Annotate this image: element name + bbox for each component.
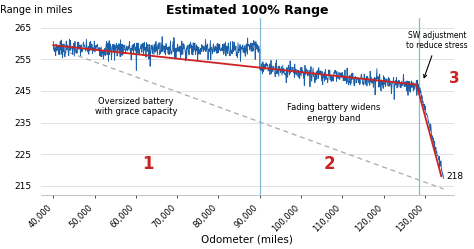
Title: Estimated 100% Range: Estimated 100% Range [166, 4, 328, 17]
X-axis label: Odometer (miles): Odometer (miles) [201, 235, 293, 245]
Text: 2: 2 [324, 155, 336, 173]
Text: SW adjustment
to reduce stress: SW adjustment to reduce stress [406, 31, 468, 78]
Text: Oversized battery
with grace capacity: Oversized battery with grace capacity [95, 97, 177, 117]
Text: 218: 218 [447, 172, 464, 181]
Text: 1: 1 [143, 155, 154, 173]
Text: 3: 3 [449, 71, 459, 86]
Text: Range in miles: Range in miles [0, 5, 72, 15]
Text: Fading battery widens
energy band: Fading battery widens energy band [287, 103, 381, 123]
